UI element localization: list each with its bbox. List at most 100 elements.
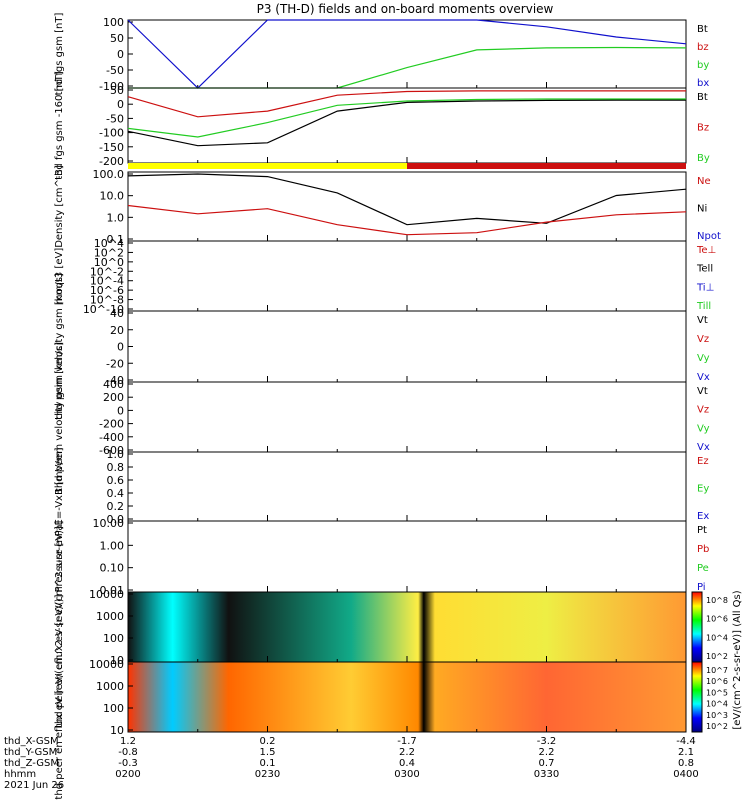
y-axis-label: thd peem velocity gsm [km/s] [54, 342, 65, 492]
y-tick-label: 10.00 [93, 517, 125, 530]
y-tick-label: -600 [99, 444, 124, 457]
y-tick-label: 10^-6 [90, 284, 124, 297]
footer-tick-y: 2.1 [678, 747, 694, 758]
legend-entry: Vz [697, 405, 709, 416]
legend-entry: Ey [697, 484, 709, 495]
y-tick-label: -40 [106, 374, 124, 387]
footer-tick-y: -0.8 [118, 747, 138, 758]
legend-entry: by [697, 60, 709, 71]
panel-frame [127, 381, 687, 453]
legend-entry: Bt [697, 24, 708, 35]
panel-0: 100 50 0 -50 -100 thd fgs gsm [nT] Bt bz by bx [54, 13, 709, 96]
legend-entry: By [697, 153, 710, 164]
footer-tick-y: 1.5 [260, 747, 276, 758]
legend-entry: Npot [697, 231, 721, 242]
y-tick-label: 0 [117, 404, 124, 417]
legend-entry: Till [696, 301, 711, 312]
y-axis-label: thd fgs gsm -160 [nT] [54, 71, 65, 180]
series-line-By [127, 98, 686, 138]
y-tick-label: 10^-2 [90, 265, 124, 278]
y-tick-label: 0 [117, 341, 124, 354]
panel-7: 10.00 1.00 0.10 0.01 Pressure [nPa] Pt Pb Pe Pi [54, 517, 709, 597]
y-tick-label: 10^-10 [83, 303, 124, 316]
y-tick-label: -100 [99, 127, 124, 140]
panel-4: 40 20 0 -20 -40 thd peim velocity gsm [km/s] V… [54, 273, 710, 420]
legend-entry: Ex [697, 511, 709, 522]
legend-entry: Te⊥ [696, 245, 716, 256]
y-tick-label: 1.00 [100, 539, 125, 552]
colorbar-tick: 10^6 [706, 615, 728, 624]
panel-frame [127, 171, 687, 242]
panel-8: 10000 1000 100 10 thd peir en eflux eV [eV/(… [54, 526, 687, 728]
series-line-bx [127, 19, 687, 89]
y-tick-label: 10000 [89, 588, 124, 601]
y-tick-label: 100.0 [93, 168, 125, 181]
footer-tick-x: -4.4 [676, 736, 696, 747]
y-tick-label: 10 [110, 724, 124, 737]
y-tick-label: 100 [103, 632, 124, 645]
colorbar [691, 661, 703, 733]
colorbar-tick: 10^4 [706, 700, 728, 709]
colorbar-tick: 10^3 [706, 711, 728, 720]
legend-entry: bz [697, 42, 709, 53]
y-tick-label: 40 [110, 307, 124, 320]
legend-entry: Tell [696, 264, 713, 275]
y-tick-label: 0.0 [107, 513, 125, 526]
colorbar-label: [eV/(cm^2-s-sr-eV)] (All Qs) [732, 590, 743, 729]
mode-bar-yellow [128, 163, 407, 169]
legend-entry: Bz [697, 123, 709, 134]
colorbar-tick: 10^5 [706, 688, 728, 697]
y-tick-label: 50 [110, 84, 124, 97]
footer-tick-t: 0330 [534, 769, 559, 780]
y-tick-label: 10^-8 [90, 294, 124, 307]
y-tick-label: -200 [99, 155, 124, 168]
panel-3: 10^410^210^010^-210^-410^-610^-810^-10 mo… [54, 237, 716, 316]
y-axis-label: thd peim velocity gsm [km/s] [54, 273, 65, 420]
panel-9: 10000 1000 100 10 thd peer en eflux eV [eV/(… [54, 594, 687, 800]
y-tick-label: 50 [110, 32, 124, 45]
y-tick-label: 100 [103, 702, 124, 715]
y-tick-label: 1000 [96, 610, 124, 623]
legend-entry: Pb [697, 544, 709, 555]
y-tick-label: 10^2 [94, 246, 124, 259]
y-tick-label: 20 [110, 324, 124, 337]
legend-entry: Pe [697, 563, 709, 574]
y-tick-label: 0.2 [107, 500, 125, 513]
panel-6: 1.00.80.60.40.20.0 E=-VxB [mV/m] Ez Ey Ex [54, 447, 709, 526]
y-tick-label: 10^0 [94, 256, 124, 269]
y-axis-label: thd peer en eflux eV [eV/(cm^2-s-sr-eV)] [54, 594, 65, 799]
y-tick-label: 10 [110, 654, 124, 667]
y-tick-label: 0.8 [107, 461, 125, 474]
y-tick-label: 1.0 [107, 211, 125, 224]
footer-tick-x: 1.2 [120, 736, 136, 747]
y-axis-label: moqt3 [eV] [54, 248, 65, 305]
plot-title: P3 (TH-D) fields and on-board moments ov… [257, 2, 554, 16]
legend-entry: bx [697, 78, 709, 89]
series-line-by [128, 46, 687, 89]
panel-frame [127, 310, 687, 383]
legend-entry: Vx [697, 442, 710, 453]
colorbar-tick: 10^4 [706, 633, 728, 642]
legend-entry: Ez [697, 456, 709, 467]
spectrogram [128, 592, 686, 662]
legend-entry: Bt [697, 92, 708, 103]
y-tick-label: 0.1 [107, 233, 125, 246]
y-tick-label: -20 [106, 357, 124, 370]
footer-tick-t: 0200 [115, 769, 140, 780]
footer-tick-z: 0.7 [539, 758, 555, 769]
y-tick-label: -50 [106, 112, 124, 125]
series-line-Bz [127, 90, 686, 118]
footer-tick-z: 0.4 [399, 758, 415, 769]
footer-tick-z: 0.8 [678, 758, 694, 769]
footer-tick-z: -0.3 [118, 758, 138, 769]
y-tick-label: 10.0 [100, 190, 125, 203]
legend-entry: Ne [697, 176, 711, 187]
y-tick-label: -200 [99, 418, 124, 431]
footer-row-label: 2021 Jun 26 [4, 780, 64, 791]
footer-row-label: thd_Z-GSM [4, 758, 59, 769]
y-tick-label: -400 [99, 431, 124, 444]
footer-row-label: thd_Y-GSM [4, 747, 57, 758]
legend-entry: Vt [697, 315, 708, 326]
